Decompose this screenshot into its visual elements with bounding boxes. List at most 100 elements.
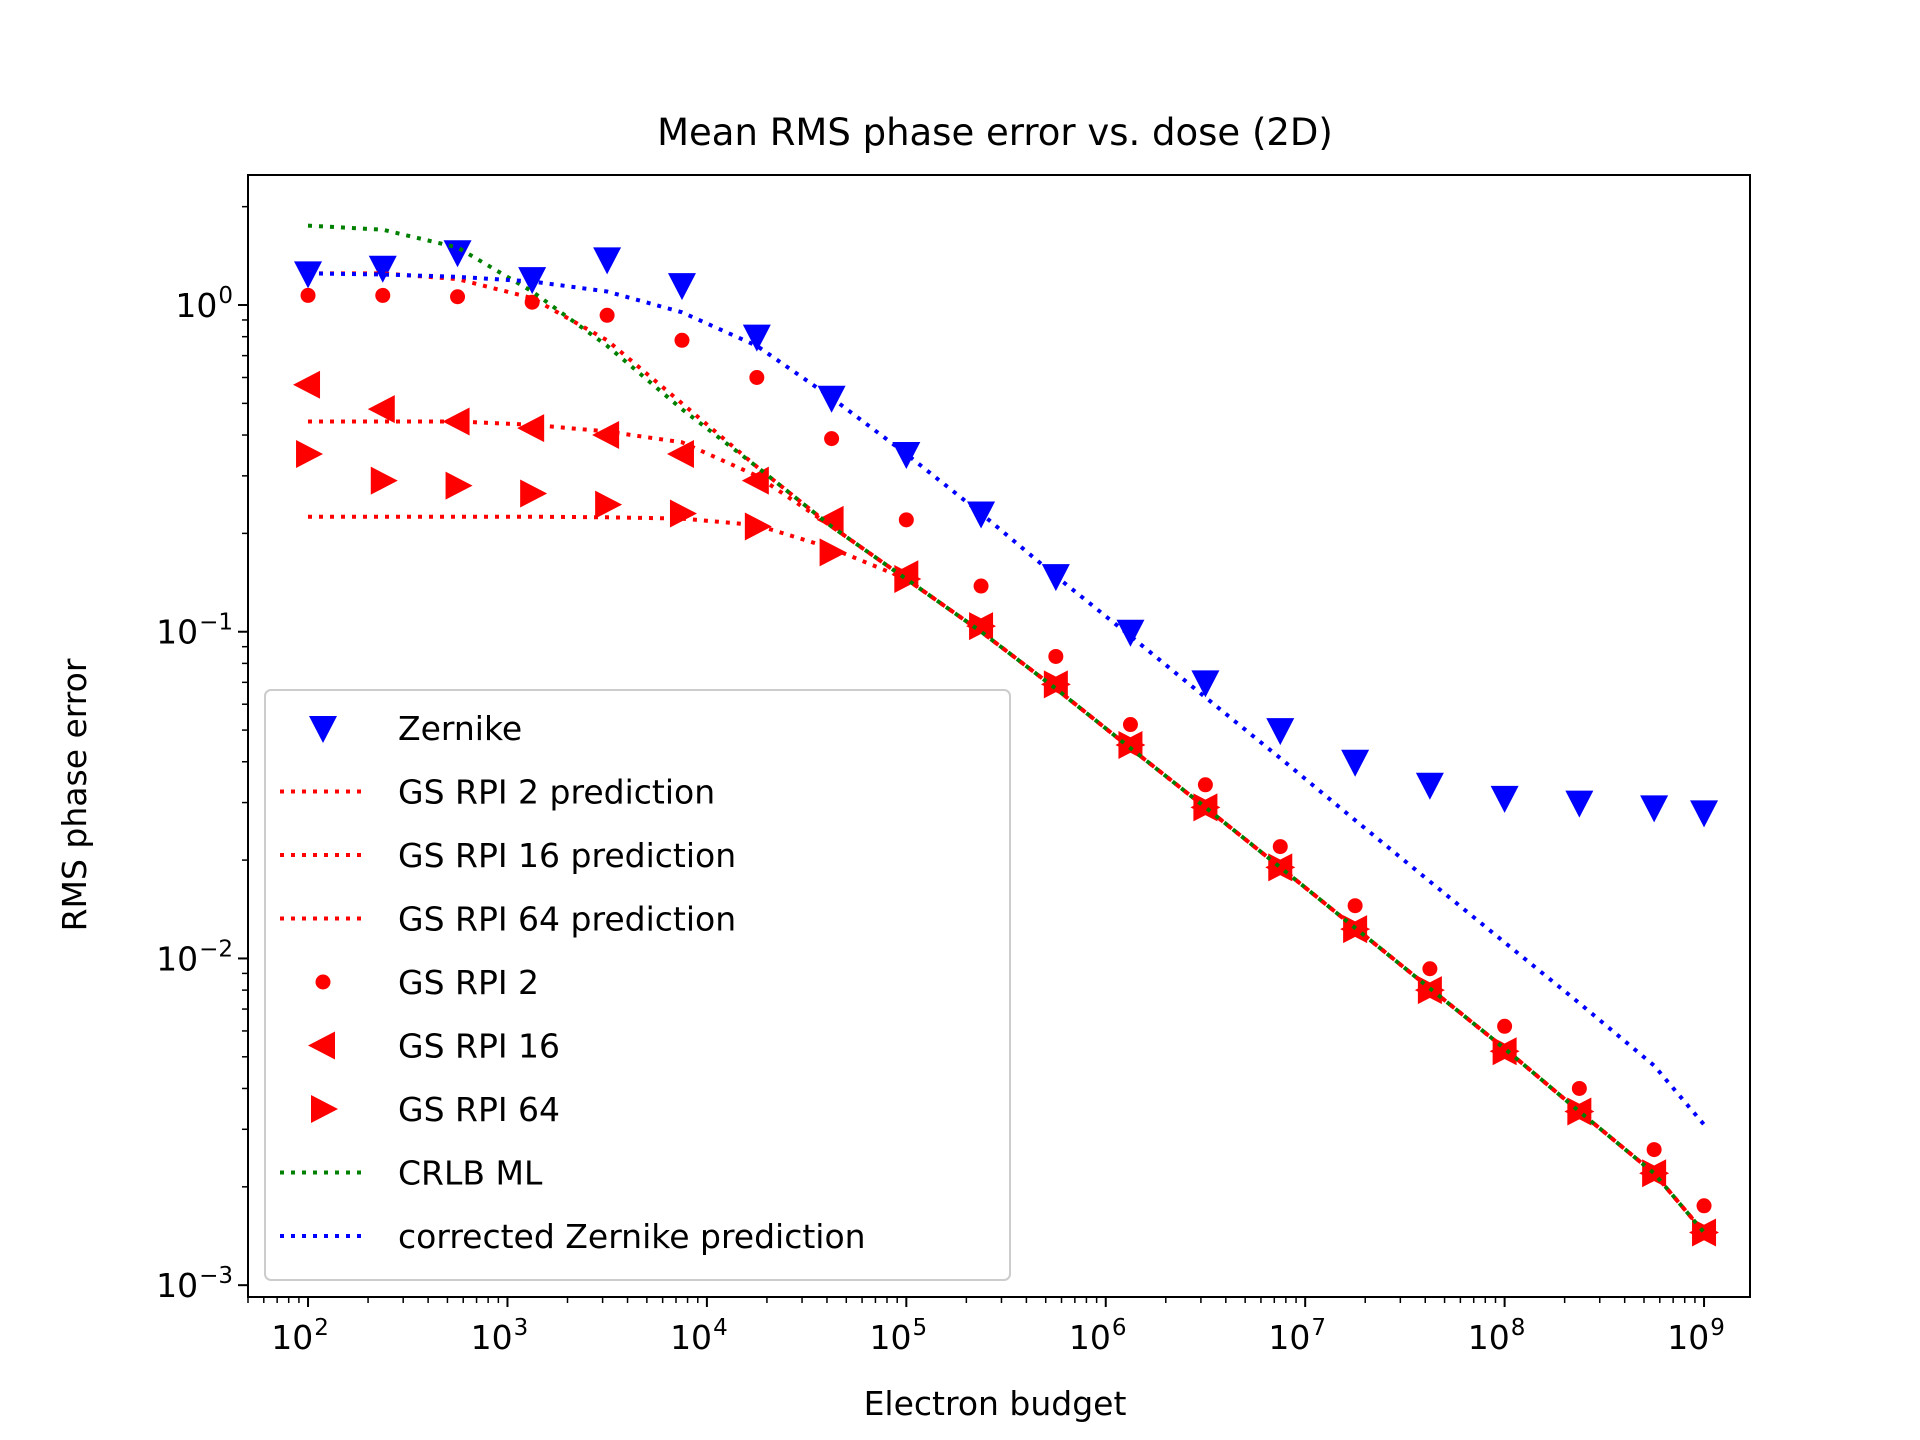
- legend-entry-gs-rpi-2-prediction: GS RPI 2 prediction: [280, 773, 715, 812]
- data-point-gs-rpi-64: [1642, 1159, 1670, 1188]
- y-tick-base: 10: [156, 939, 198, 978]
- data-point-gs-rpi-64: [1268, 853, 1296, 882]
- x-tick-exponent: 6: [1112, 1315, 1127, 1341]
- x-tick-exponent: 8: [1511, 1315, 1526, 1341]
- data-point-gs-rpi-2: [1571, 1080, 1587, 1096]
- x-tick-exponent: 2: [314, 1315, 329, 1341]
- data-point-gs-rpi-2: [599, 307, 615, 323]
- data-point-gs-rpi-2: [1422, 961, 1438, 977]
- data-point-zernike: [1266, 718, 1295, 746]
- data-point-gs-rpi-64: [296, 439, 324, 468]
- y-axis-label: RMS phase error: [55, 658, 94, 931]
- x-tick-base: 10: [471, 1318, 513, 1357]
- legend: Zernike GS RPI 2 prediction GS RPI 16 pred…: [264, 689, 1011, 1281]
- data-point-gs-rpi-16: [592, 421, 620, 450]
- data-point-gs-rpi-16: [293, 370, 321, 399]
- data-point-gs-rpi-64: [1692, 1218, 1720, 1247]
- data-point-gs-rpi-64: [370, 466, 398, 495]
- data-point-zernike: [1565, 790, 1594, 818]
- y-tick-exponent: −3: [199, 1263, 233, 1289]
- legend-label: CRLB ML: [398, 1154, 543, 1193]
- chart-title: Mean RMS phase error vs. dose (2D): [657, 111, 1333, 154]
- data-point-gs-rpi-2: [824, 431, 840, 447]
- data-point-zernike: [1640, 795, 1669, 823]
- x-tick-base: 10: [271, 1318, 313, 1357]
- data-point-gs-rpi-64: [1193, 793, 1221, 822]
- legend-label: GS RPI 64 prediction: [398, 900, 736, 939]
- legend-entry-gs-rpi-16-prediction: GS RPI 16 prediction: [280, 836, 736, 875]
- series-crlb-ml: [307, 223, 1706, 1234]
- data-point-gs-rpi-2: [375, 287, 391, 303]
- legend-swatch-marker: [308, 1031, 335, 1060]
- x-tick-base: 10: [870, 1318, 912, 1357]
- legend-label: corrected Zernike prediction: [398, 1217, 866, 1256]
- legend-swatch-marker: [315, 974, 331, 990]
- x-tick-label: 102: [271, 1315, 329, 1357]
- data-point-gs-rpi-64: [1567, 1097, 1595, 1126]
- data-point-gs-rpi-16: [741, 466, 769, 495]
- plot-frame: [247, 174, 1751, 1298]
- data-point-gs-rpi-2: [1197, 777, 1213, 793]
- legend-entry-gs-rpi-64-prediction: GS RPI 64 prediction: [280, 900, 736, 939]
- series-gs-rpi-2: [300, 287, 1712, 1214]
- data-point-gs-rpi-2: [524, 294, 540, 310]
- data-point-gs-rpi-2: [1272, 839, 1288, 855]
- y-tick-label: 10−1: [156, 610, 233, 652]
- x-tick-base: 10: [670, 1318, 712, 1357]
- x-tick-label: 106: [1069, 1315, 1127, 1357]
- data-point-gs-rpi-2: [1497, 1018, 1513, 1034]
- x-tick-label: 104: [670, 1315, 728, 1357]
- data-point-gs-rpi-2: [1122, 717, 1138, 733]
- data-point-gs-rpi-2: [749, 369, 765, 385]
- y-tick-exponent: −1: [199, 610, 233, 636]
- x-tick-base: 10: [1268, 1318, 1310, 1357]
- data-point-zernike: [1116, 619, 1145, 647]
- data-point-gs-rpi-2: [300, 287, 316, 303]
- y-tick-label: 10−3: [156, 1263, 233, 1305]
- legend-entry-gs-rpi-64: GS RPI 64: [311, 1090, 560, 1129]
- data-point-gs-rpi-64: [1118, 731, 1146, 760]
- data-point-zernike: [1415, 772, 1444, 800]
- x-tick-exponent: 7: [1311, 1315, 1326, 1341]
- x-tick-label: 108: [1468, 1315, 1526, 1357]
- y-tick-label: 100: [175, 283, 233, 325]
- data-point-zernike: [1690, 800, 1719, 828]
- series-line-crlb-ml: [307, 223, 1706, 1234]
- y-tick-exponent: −2: [199, 936, 233, 962]
- plot-area: [293, 223, 1720, 1247]
- legend-label: GS RPI 64: [398, 1090, 560, 1129]
- legend-entry-gs-rpi-16: GS RPI 16: [308, 1027, 560, 1066]
- data-point-gs-rpi-2: [898, 512, 914, 528]
- data-point-gs-rpi-16: [442, 407, 470, 436]
- data-point-gs-rpi-16: [816, 505, 844, 534]
- data-point-gs-rpi-2: [1646, 1142, 1662, 1158]
- data-point-gs-rpi-64: [595, 490, 623, 519]
- legend-label: GS RPI 2: [398, 963, 539, 1002]
- legend-label: GS RPI 16: [398, 1027, 560, 1066]
- plot-content: [293, 223, 1720, 1247]
- y-tick-base: 10: [175, 286, 217, 325]
- series-line-corrected-zernike-prediction: [307, 271, 1706, 1126]
- x-axis-label: Electron budget: [864, 1384, 1127, 1423]
- data-point-zernike: [892, 441, 921, 469]
- legend-entry-crlb-ml: CRLB ML: [280, 1154, 543, 1193]
- x-tick-base: 10: [1667, 1318, 1709, 1357]
- data-point-gs-rpi-2: [450, 289, 466, 305]
- y-tick-base: 10: [156, 613, 198, 652]
- x-tick-exponent: 5: [913, 1315, 928, 1341]
- x-tick-label: 109: [1667, 1315, 1725, 1357]
- series-corrected-zernike-prediction: [307, 271, 1706, 1126]
- data-point-gs-rpi-64: [744, 512, 772, 541]
- legend-entry-zernike: Zernike: [309, 709, 522, 748]
- data-point-gs-rpi-64: [669, 499, 697, 528]
- y-tick-exponent: 0: [218, 283, 233, 309]
- data-point-gs-rpi-2: [973, 578, 989, 594]
- data-point-zernike: [742, 324, 771, 352]
- data-point-gs-rpi-64: [1043, 670, 1071, 699]
- legend-swatch-marker: [311, 1095, 338, 1123]
- data-point-zernike: [1490, 785, 1519, 813]
- data-point-gs-rpi-16: [367, 395, 395, 424]
- x-tick-exponent: 4: [713, 1315, 728, 1341]
- data-point-gs-rpi-64: [969, 612, 997, 641]
